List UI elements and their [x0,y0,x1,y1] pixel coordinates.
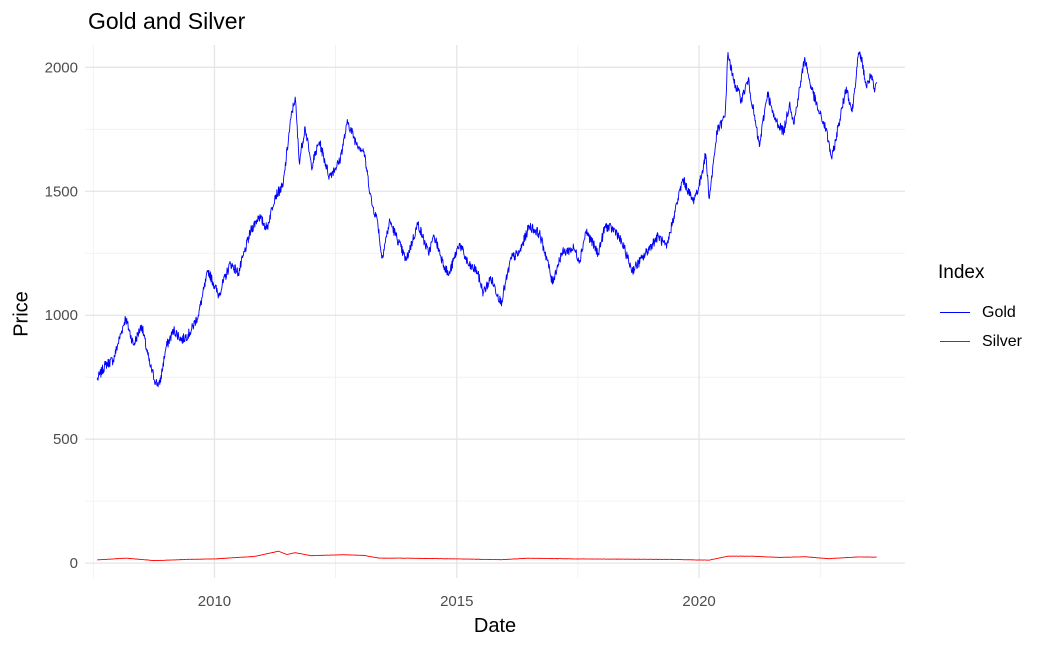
y-axis-label: Price [10,291,33,337]
x-axis-label: Date [473,615,517,637]
series-line-silver [97,550,877,562]
legend-key-silver [940,341,970,342]
x-tick-label: 2010 [198,593,231,610]
legend-item-silver: Silver [938,327,1022,356]
legend-key-gold [940,312,970,313]
x-tick-label: 2020 [682,593,715,610]
y-tick-label: 1500 [45,183,78,200]
chart-title: Gold and Silver [88,8,246,34]
y-tick-label: 500 [53,431,78,448]
legend-title: Index [938,262,985,283]
legend-item-gold: Gold [938,298,1022,327]
legend: Index Gold Silver [938,262,1022,356]
minor-gridlines [85,45,905,578]
series-layer [96,51,878,562]
y-axis-tick-labels: 0 500 1000 1500 2000 [45,59,78,572]
major-gridlines [85,45,905,578]
legend-label-silver: Silver [982,332,1023,350]
y-tick-label: 2000 [45,59,78,76]
series-line-gold [96,51,878,388]
y-tick-label: 0 [70,555,78,572]
x-axis-tick-labels: 2010 2015 2020 [198,593,716,610]
x-tick-label: 2015 [440,593,473,610]
legend-label-gold: Gold [982,303,1016,321]
y-tick-label: 1000 [45,307,78,324]
